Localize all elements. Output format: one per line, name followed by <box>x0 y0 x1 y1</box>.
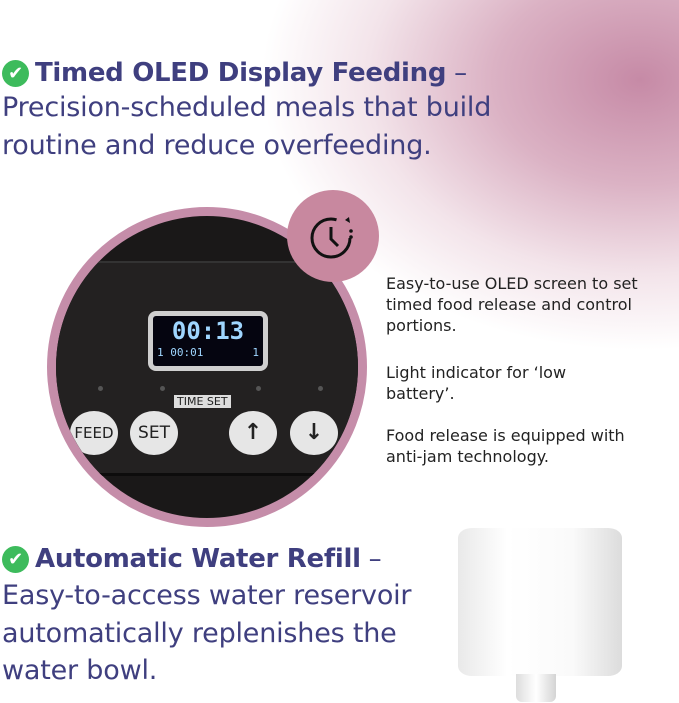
water-reservoir-photo <box>458 528 622 676</box>
led <box>318 386 323 391</box>
section2-heading: ✔ Automatic Water Refill – <box>2 544 382 574</box>
description: Light indicator for ‘low battery’. <box>386 363 567 403</box>
led <box>160 386 165 391</box>
time-set-label: TIME SET <box>174 395 231 408</box>
section2-line: water bowl. <box>2 655 158 686</box>
section2-line: automatically replenishes the <box>2 618 397 649</box>
clock-timer-icon <box>287 190 379 282</box>
description: Easy-to-use OLED screen to set timed foo… <box>386 274 638 335</box>
display-time: 00:13 <box>171 317 245 345</box>
display-portion: 1 <box>252 346 259 359</box>
display-schedule: 1 00:01 <box>157 346 204 359</box>
section1-heading: ✔ Timed OLED Display Feeding – <box>2 58 467 88</box>
check-circle-icon: ✔ <box>2 60 29 87</box>
section1-line: Precision-scheduled meals that build <box>2 92 492 123</box>
arrow-up-icon[interactable]: ↑ <box>229 411 277 455</box>
oled-screen: 00:13 1 00:01 1 <box>148 311 268 371</box>
dash: – <box>360 544 382 574</box>
section2-line: Easy-to-access water reservoir <box>2 580 412 611</box>
reservoir-nozzle <box>516 674 556 702</box>
section2-title: Automatic Water Refill <box>35 544 361 574</box>
dash: – <box>446 58 467 88</box>
feed-button[interactable]: FEED <box>70 411 118 455</box>
led <box>98 386 103 391</box>
check-circle-icon: ✔ <box>2 546 29 573</box>
arrow-down-icon[interactable]: ↓ <box>290 411 338 455</box>
set-button[interactable]: SET <box>130 411 178 455</box>
section1-title: Timed OLED Display Feeding <box>35 58 447 88</box>
led <box>256 386 261 391</box>
description: Food release is equipped with anti-jam t… <box>386 426 625 466</box>
section1-line: routine and reduce overfeeding. <box>2 130 432 161</box>
